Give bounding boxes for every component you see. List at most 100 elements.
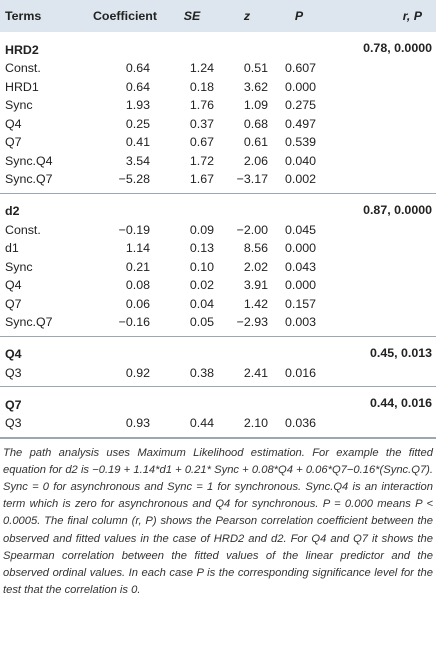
se-cell: 0.38	[164, 363, 220, 387]
z-cell: −2.93	[220, 313, 274, 337]
table-row: Q4 0.25 0.37 0.68 0.497	[0, 115, 436, 134]
table-row: Sync 0.21 0.10 2.02 0.043	[0, 258, 436, 277]
table-row: Q3 0.93 0.44 2.10 0.036	[0, 414, 436, 438]
se-cell: 1.67	[164, 170, 220, 194]
p-cell: 0.016	[274, 363, 324, 387]
p-cell: 0.036	[274, 414, 324, 438]
term-cell: Const.	[5, 222, 41, 237]
table-row: Const. 0.64 1.24 0.51 0.607	[0, 59, 436, 78]
term-cell: Sync.Q7	[0, 313, 86, 337]
coefficient-cell: 0.64	[125, 61, 150, 76]
group-header-row: Q7 0.44, 0.016	[0, 387, 436, 415]
table-row: Q4 0.08 0.02 3.91 0.000	[0, 276, 436, 295]
se-cell: 0.18	[189, 79, 214, 94]
r-p-cell-empty	[324, 152, 436, 171]
p-cell: 0.000	[284, 241, 316, 256]
term-cell: Q3	[0, 363, 86, 387]
p-cell: 0.043	[284, 259, 316, 274]
group-name: HRD2	[5, 42, 39, 57]
term-cell: HRD1	[5, 79, 39, 94]
coefficient-cell: −0.16	[86, 313, 164, 337]
p-cell: 0.275	[284, 98, 316, 113]
coefficient-cell: 3.54	[125, 153, 150, 168]
group-name: Q7	[5, 397, 22, 412]
path-analysis-table: Terms Coefficient SE z P r, P HRD2 0.78, …	[0, 0, 436, 438]
term-cell: Q4	[5, 278, 22, 293]
table-row: Const. −0.19 0.09 −2.00 0.045	[0, 221, 436, 240]
se-cell: 0.13	[189, 241, 214, 256]
p-cell: 0.040	[284, 153, 316, 168]
results-table-figure: Terms Coefficient SE z P r, P HRD2 0.78, …	[0, 0, 436, 600]
z-cell: 0.61	[243, 135, 268, 150]
group-header-row: Q4 0.45, 0.013	[0, 336, 436, 364]
table-row: Q7 0.41 0.67 0.61 0.539	[0, 133, 436, 152]
term-cell: Q4	[5, 116, 22, 131]
table-row: Sync.Q7 −5.28 1.67 −3.17 0.002	[0, 170, 436, 194]
z-cell: −3.17	[220, 170, 274, 194]
se-cell: 0.10	[189, 259, 214, 274]
group-r-p-value: 0.87, 0.0000	[363, 202, 432, 217]
header-se: SE	[183, 9, 201, 23]
table-header-row: Terms Coefficient SE z P r, P	[0, 0, 436, 32]
r-p-cell-empty	[324, 295, 436, 314]
z-cell: 0.51	[243, 61, 268, 76]
z-cell: 2.41	[220, 363, 274, 387]
group-r-p-value: 0.45, 0.013	[369, 345, 432, 360]
coefficient-cell: 0.41	[125, 135, 150, 150]
z-cell: 3.62	[243, 79, 268, 94]
term-cell: d1	[5, 241, 19, 256]
r-p-cell-empty	[324, 258, 436, 277]
r-p-cell-empty	[324, 276, 436, 295]
term-cell: Sync.Q4	[5, 153, 53, 168]
term-cell: Const.	[5, 61, 41, 76]
r-p-cell-empty	[324, 96, 436, 115]
r-p-cell-empty	[324, 313, 436, 337]
table-row: Sync.Q4 3.54 1.72 2.06 0.040	[0, 152, 436, 171]
header-terms: Terms	[5, 9, 42, 23]
se-cell: 1.76	[189, 98, 214, 113]
group-name: Q4	[5, 347, 22, 361]
z-cell: 2.06	[243, 153, 268, 168]
se-cell: 0.67	[189, 135, 214, 150]
p-cell: 0.157	[284, 296, 316, 311]
se-cell: 0.02	[189, 278, 214, 293]
p-cell: 0.000	[284, 79, 316, 94]
r-p-cell-empty	[324, 133, 436, 152]
group-r-p-value: 0.44, 0.016	[369, 396, 432, 410]
p-cell: 0.539	[284, 135, 316, 150]
header-z: z	[243, 9, 251, 23]
group-header-row: d2 0.87, 0.0000	[0, 193, 436, 221]
term-cell: Sync	[5, 98, 33, 113]
se-cell: 0.04	[189, 296, 214, 311]
table-row: d1 1.14 0.13 8.56 0.000	[0, 239, 436, 258]
coefficient-cell: 0.08	[125, 278, 150, 293]
p-cell: 0.003	[274, 313, 324, 337]
group-header-row: HRD2 0.78, 0.0000	[0, 32, 436, 59]
r-p-cell-empty	[324, 78, 436, 97]
r-p-cell-empty	[324, 170, 436, 194]
z-cell: 0.68	[243, 116, 268, 131]
p-cell: 0.002	[274, 170, 324, 194]
term-cell: Sync	[5, 259, 33, 274]
coefficient-cell: 1.93	[125, 98, 150, 113]
coefficient-cell: 0.92	[86, 363, 164, 387]
se-cell: 0.44	[164, 414, 220, 438]
coefficient-cell: −0.19	[118, 222, 150, 237]
r-p-cell-empty	[324, 115, 436, 134]
p-cell: 0.607	[284, 61, 316, 76]
group-name: d2	[5, 204, 20, 218]
header-r-p: r, P	[402, 9, 422, 23]
se-cell: 0.05	[164, 313, 220, 337]
table-row: HRD1 0.64 0.18 3.62 0.000	[0, 78, 436, 97]
coefficient-cell: −5.28	[86, 170, 164, 194]
term-cell: Q7	[5, 296, 22, 311]
term-cell: Sync.Q7	[0, 170, 86, 194]
r-p-cell-empty	[324, 239, 436, 258]
r-p-cell-empty	[324, 363, 436, 387]
p-cell: 0.045	[284, 222, 316, 237]
header-coefficient: Coefficient	[92, 9, 158, 23]
z-cell: 1.42	[243, 296, 268, 311]
coefficient-cell: 0.21	[125, 259, 150, 274]
table-footnote: The path analysis uses Maximum Likelihoo…	[0, 437, 436, 600]
header-p: P	[294, 9, 304, 23]
